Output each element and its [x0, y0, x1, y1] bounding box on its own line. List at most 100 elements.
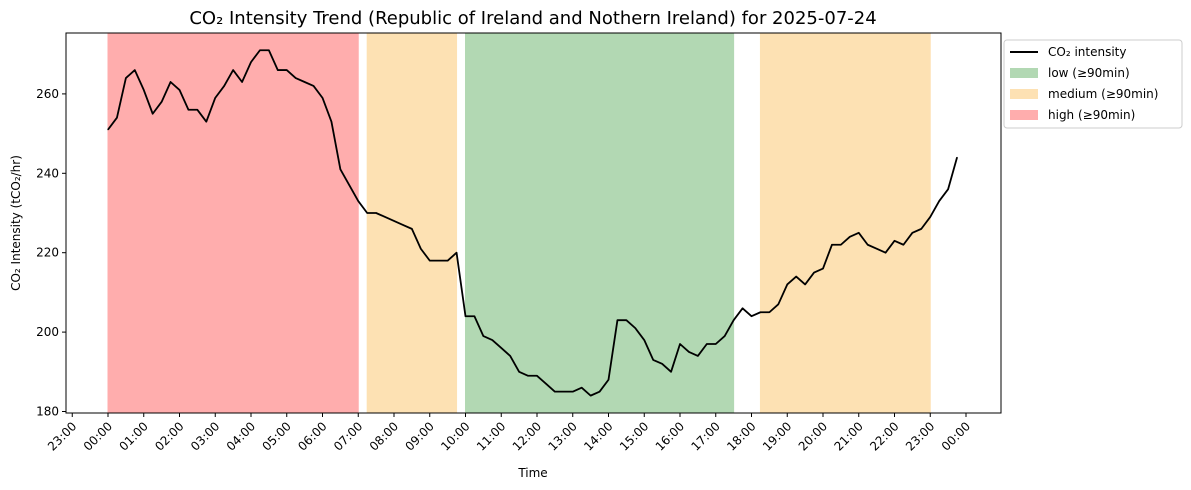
data-point [750, 315, 753, 317]
y-axis-label: CO₂ Intensity (tCO₂/hr) [9, 155, 23, 291]
data-point [920, 228, 922, 230]
data-point [929, 216, 931, 218]
data-point [777, 303, 779, 305]
data-point [500, 347, 502, 349]
data-point [438, 260, 440, 262]
legend-label: high (≥90min) [1048, 108, 1135, 122]
data-point [706, 343, 708, 345]
data-point [804, 283, 806, 286]
x-tick-label: 00:00 [939, 419, 973, 453]
data-point [161, 101, 163, 103]
data-point [590, 395, 592, 397]
x-tick-label: 07:00 [331, 419, 365, 453]
data-point [956, 156, 958, 159]
data-point [661, 363, 663, 365]
data-point [607, 379, 610, 381]
data-point [196, 109, 198, 111]
band-1 [366, 32, 458, 414]
data-point [786, 283, 788, 286]
data-point [429, 260, 431, 262]
data-point [554, 391, 556, 393]
y-tick-label: 260 [36, 87, 59, 101]
x-tick-label: 10:00 [438, 419, 472, 453]
x-tick-label: 11:00 [474, 419, 508, 453]
data-point [223, 85, 225, 87]
x-tick-label: 04:00 [224, 419, 258, 453]
data-point [849, 236, 851, 238]
data-point [884, 252, 887, 254]
data-point [107, 129, 109, 131]
data-point [169, 81, 172, 83]
data-point [116, 117, 118, 119]
data-point [491, 339, 493, 341]
data-point [563, 391, 565, 393]
data-point [178, 89, 181, 91]
data-point [616, 319, 619, 321]
data-point [670, 371, 672, 373]
data-point [643, 339, 645, 341]
data-point [134, 69, 136, 71]
data-point [250, 61, 252, 63]
legend-swatch [1010, 68, 1038, 78]
chart-title: CO₂ Intensity Trend (Republic of Ireland… [189, 8, 876, 29]
data-point [312, 85, 315, 87]
data-point [652, 359, 654, 361]
x-tick-label: 05:00 [260, 419, 294, 453]
data-point [840, 244, 842, 246]
data-point [911, 232, 913, 234]
data-point [536, 375, 538, 377]
x-tick-label: 16:00 [653, 419, 687, 453]
y-tick-label: 220 [36, 246, 59, 260]
legend-label: CO₂ intensity [1048, 45, 1126, 59]
x-tick-label: 21:00 [832, 419, 866, 453]
band-2 [465, 32, 735, 414]
data-point [625, 319, 627, 321]
data-point [831, 244, 833, 246]
data-point [741, 307, 744, 309]
legend-swatch [1010, 110, 1038, 120]
y-tick-label: 240 [36, 166, 59, 180]
legend-frame [1003, 39, 1183, 129]
y-tick-label: 200 [36, 325, 59, 339]
x-tick-label: 14:00 [581, 419, 615, 453]
x-tick-label: 12:00 [510, 419, 544, 453]
data-point [402, 224, 404, 226]
data-point [393, 220, 395, 222]
x-tick-label: 23:00 [903, 419, 937, 453]
data-point [277, 69, 279, 71]
data-point [125, 77, 127, 79]
data-point [339, 168, 341, 170]
data-point [822, 267, 824, 270]
band-layer [107, 32, 931, 414]
data-point [938, 200, 940, 202]
data-point [634, 327, 636, 329]
data-point [420, 248, 422, 250]
data-point [715, 343, 717, 345]
x-tick-label: 22:00 [867, 419, 901, 453]
data-point [867, 244, 869, 246]
data-point [482, 335, 484, 337]
data-point [268, 49, 270, 51]
data-point [733, 319, 735, 321]
data-point [357, 200, 359, 202]
data-point [724, 335, 726, 337]
data-point [464, 315, 467, 317]
x-tick-label: 13:00 [546, 419, 580, 453]
x-tick-label: 18:00 [724, 419, 758, 453]
band-0 [107, 32, 359, 414]
data-point [304, 81, 306, 83]
data-point [688, 351, 690, 353]
x-tick-label: 19:00 [760, 419, 794, 453]
plot-frame [65, 32, 1002, 414]
data-point [348, 184, 350, 186]
data-point [572, 391, 574, 393]
x-tick-label: 20:00 [796, 419, 830, 453]
data-point [321, 97, 324, 99]
data-point [152, 113, 154, 115]
data-point [295, 77, 297, 79]
y-axis: 180 200 220 240 260 [36, 87, 66, 419]
data-point [366, 212, 368, 214]
legend-label: low (≥90min) [1048, 66, 1130, 80]
data-point [679, 343, 681, 345]
data-point [187, 109, 190, 111]
